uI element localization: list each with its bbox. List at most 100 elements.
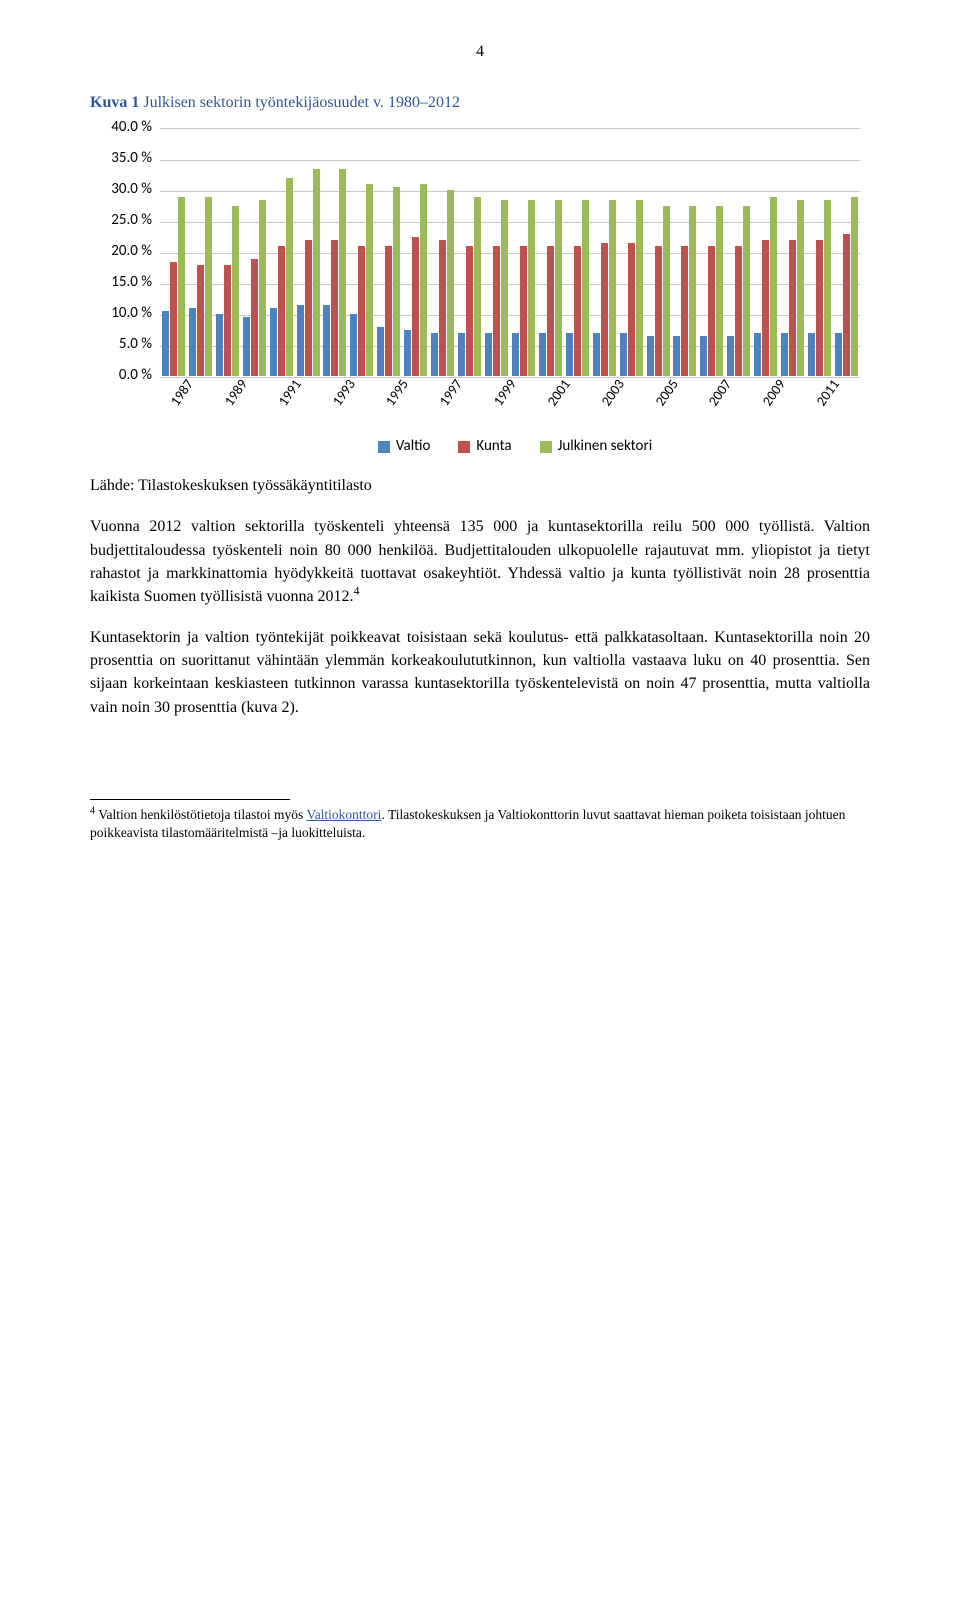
chart-bar: [512, 333, 519, 376]
document-page: 4 Kuva 1 Julkisen sektorin työntekijäosu…: [0, 0, 960, 902]
chart-bar: [350, 314, 357, 376]
chart-x-label: 1997: [435, 376, 468, 411]
chart-bar: [339, 169, 346, 377]
chart-bar: [797, 200, 804, 377]
chart-bar: [259, 200, 266, 377]
chart-bar: [197, 265, 204, 377]
figure-title-prefix: Kuva 1: [90, 94, 139, 111]
chart-bar: [358, 246, 365, 376]
chart-bar: [305, 240, 312, 376]
chart-bar: [493, 246, 500, 376]
legend-item: Julkinen sektori: [540, 436, 653, 458]
footnote-separator: [90, 799, 290, 800]
figure-title-rest: Julkisen sektorin työntekijäosuudet v. 1…: [139, 94, 460, 111]
chart-bar: [278, 246, 285, 376]
chart-bar: [439, 240, 446, 376]
chart-year-group: [698, 128, 725, 376]
chart-x-label: 1987: [166, 376, 199, 411]
chart-x-label: 1991: [274, 376, 307, 411]
chart-bar: [251, 259, 258, 377]
chart-bar: [528, 200, 535, 377]
chart-year-group: [833, 128, 860, 376]
chart-bar: [708, 246, 715, 376]
chart-year-group: [591, 128, 618, 376]
chart-y-label: 15.0 %: [90, 273, 152, 295]
chart-bar: [789, 240, 796, 376]
chart-bar: [323, 305, 330, 376]
chart-x-label: 2007: [704, 376, 737, 411]
chart-legend: Valtio Kunta Julkinen sektori: [160, 436, 870, 458]
chart-y-label: 40.0 %: [90, 118, 152, 140]
chart-bar: [816, 240, 823, 376]
chart-bar: [835, 333, 842, 376]
body-paragraph-1: Vuonna 2012 valtion sektorilla työskente…: [90, 515, 870, 608]
chart-year-group: [483, 128, 510, 376]
footnote-ref: 4: [354, 584, 360, 598]
chart-bar: [593, 333, 600, 376]
chart-bar: [663, 206, 670, 377]
legend-swatch: [458, 441, 470, 453]
chart-bar: [555, 200, 562, 377]
chart-bar: [735, 246, 742, 376]
chart-bar: [243, 317, 250, 376]
chart-bar: [313, 169, 320, 377]
chart-bar: [601, 243, 608, 376]
footnote-link[interactable]: Valtiokonttori: [306, 807, 381, 822]
chart-bar: [520, 246, 527, 376]
chart-bar: [270, 308, 277, 376]
chart-bar: [636, 200, 643, 377]
chart-bar: [466, 246, 473, 376]
chart-bar: [412, 237, 419, 377]
chart-y-label: 0.0 %: [90, 366, 152, 388]
chart-bar: [286, 178, 293, 376]
chart-bar: [620, 333, 627, 376]
chart-bar: [539, 333, 546, 376]
chart-year-group: [268, 128, 295, 376]
legend-swatch: [540, 441, 552, 453]
chart-bar: [609, 200, 616, 377]
chart-x-label: 2003: [597, 376, 630, 411]
chart-year-group: [429, 128, 456, 376]
chart-bar: [232, 206, 239, 377]
chart-y-label: 20.0 %: [90, 242, 152, 264]
chart-x-label: 1993: [327, 376, 360, 411]
chart-bar: [673, 336, 680, 376]
chart-year-group: [510, 128, 537, 376]
chart-year-group: [214, 128, 241, 376]
chart-x-label: 1995: [381, 376, 414, 411]
chart-bar: [178, 197, 185, 377]
chart-bar: [727, 336, 734, 376]
chart-bar: [297, 305, 304, 376]
chart-bar: [716, 206, 723, 377]
chart-x-label: 2005: [650, 376, 683, 411]
chart-x-label: 1999: [489, 376, 522, 411]
chart-year-group: [672, 128, 699, 376]
chart-x-label: 2009: [758, 376, 791, 411]
legend-label: Kunta: [476, 436, 511, 458]
chart-y-label: 5.0 %: [90, 335, 152, 357]
chart-year-group: [564, 128, 591, 376]
legend-label: Valtio: [396, 436, 431, 458]
chart-year-group: [725, 128, 752, 376]
chart-bar: [647, 336, 654, 376]
chart-year-group: [241, 128, 268, 376]
chart-year-group: [645, 128, 672, 376]
chart-bar: [501, 200, 508, 377]
chart-bar: [547, 246, 554, 376]
chart-bar: [447, 190, 454, 376]
chart-bar: [385, 246, 392, 376]
chart-bar: [743, 206, 750, 377]
chart-year-group: [187, 128, 214, 376]
legend-label: Julkinen sektori: [558, 436, 653, 458]
chart-bar: [331, 240, 338, 376]
chart-x-label: 2011: [812, 376, 845, 411]
chart-bars: [160, 128, 860, 376]
legend-item: Kunta: [458, 436, 511, 458]
chart-bar: [700, 336, 707, 376]
chart-year-group: [806, 128, 833, 376]
chart-bar: [843, 234, 850, 377]
chart-y-label: 35.0 %: [90, 149, 152, 171]
chart-bar: [474, 197, 481, 377]
chart-bar: [377, 327, 384, 377]
chart-y-label: 25.0 %: [90, 211, 152, 233]
